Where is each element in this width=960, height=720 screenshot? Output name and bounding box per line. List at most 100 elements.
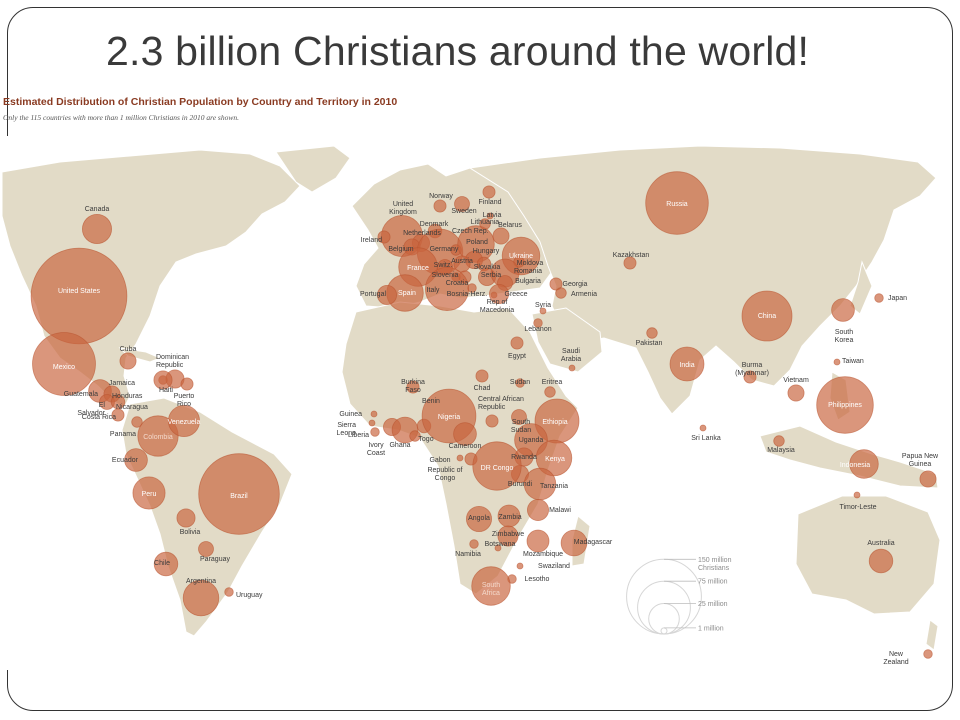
bubble-liberia (370, 427, 380, 437)
bubble-uruguay (224, 587, 234, 597)
label-burkina-faso: Burkina Faso (401, 379, 425, 394)
label-bolivia: Bolivia (180, 529, 201, 536)
label-namibia: Namibia (455, 551, 481, 558)
map-header: Estimated Distribution of Christian Popu… (3, 96, 397, 122)
label-dr-congo: DR Congo (481, 465, 514, 472)
label-ivory-coast: Ivory Coast (367, 442, 385, 457)
label-republic-of-congo: Republic of Congo (427, 467, 462, 482)
label-peru: Peru (142, 491, 157, 498)
label-costa-rica: Costa Rica (82, 414, 116, 421)
label-lesotho: Lesotho (525, 576, 550, 583)
label-kenya: Kenya (545, 456, 565, 463)
bubble-indonesia (849, 449, 879, 479)
bubble-layer (30, 171, 937, 659)
label-mexico: Mexico (53, 364, 75, 371)
bubble-south-sudan (511, 409, 527, 425)
label-timor-leste: Timor-Leste (839, 504, 876, 511)
label-egypt: Egypt (508, 353, 526, 360)
label-sri-lanka: Sri Lanka (691, 435, 721, 442)
bubble-mexico (32, 332, 96, 396)
bubble-norway (433, 199, 447, 213)
label-chile: Chile (154, 560, 170, 567)
label-malawi: Malawi (549, 507, 571, 514)
label-puerto-rico: Puerto Rico (174, 393, 195, 408)
bubble-sudan (515, 378, 525, 388)
label-burundi: Burundi (508, 481, 533, 488)
label-central-african-republic: Central African Republic (478, 396, 524, 411)
bubble-saudi-arabia (568, 364, 576, 372)
label-nicaragua: Nicaragua (116, 404, 148, 411)
bubble-zimbabwe (497, 525, 519, 547)
label-argentina: Argentina (186, 578, 216, 585)
bubble-puerto-rico (180, 377, 194, 391)
label-armenia: Armenia (571, 291, 597, 298)
bubble-haiti (153, 370, 173, 390)
label-papua-new-guinea: Papua New Guinea (902, 453, 939, 468)
bubble-namibia (469, 539, 479, 549)
land-japan (849, 260, 873, 315)
world-map-svg: Canada United States Mexico Cuba Dominican Re… (1, 145, 941, 666)
label-vietnam: Vietnam (783, 377, 809, 384)
label-denmark: Denmark (420, 221, 449, 228)
label-spain: Spain (398, 290, 416, 297)
label-switz: Switz. (434, 262, 453, 269)
bubble-japan (874, 293, 884, 303)
legend-circle-3 (660, 627, 668, 635)
label-rwanda: Rwanda (511, 454, 537, 461)
bubble-angola (465, 505, 492, 532)
label-honduras: Honduras (112, 393, 143, 400)
legend-label-0: 150 million Christians (698, 557, 732, 572)
map-title: Estimated Distribution of Christian Popu… (3, 96, 398, 108)
label-georgia: Georgia (563, 281, 588, 288)
bubble-kazakhstan (623, 256, 637, 270)
bubble-united-states (30, 247, 128, 345)
bubble-costa-rica (111, 408, 125, 422)
label-rep-of-macedonia: Rep of Macedonia (480, 299, 514, 314)
land-australia (795, 495, 941, 615)
label-colombia: Colombia (143, 434, 173, 441)
bubble-china (741, 290, 793, 342)
label-syria: Syria (535, 302, 551, 309)
label-finland: Finland (479, 199, 502, 206)
bubble-swaziland (516, 562, 524, 570)
bubble-egypt (510, 336, 524, 350)
label-japan: Japan (888, 295, 907, 302)
bubble-australia (868, 548, 894, 574)
label-eritrea: Eritrea (542, 379, 563, 386)
map-subtitle: Only the 115 countries with more than 1 … (3, 113, 239, 122)
legend-label-2: 25 million (698, 601, 728, 608)
label-swaziland: Swaziland (538, 563, 570, 570)
label-ukraine: Ukraine (509, 253, 533, 260)
bubble-taiwan (833, 358, 841, 366)
legend-circle-2 (648, 603, 680, 635)
bubble-sweden (454, 196, 470, 212)
bubble-botswana (494, 544, 502, 552)
label-panama: Panama (110, 431, 136, 438)
slide-title: 2.3 billion Christians around the world! (106, 28, 810, 74)
bubble-lebanon (533, 318, 543, 328)
bubble-armenia (555, 287, 567, 299)
label-jamaica: Jamaica (109, 380, 135, 387)
label-ecuador: Ecuador (112, 457, 139, 464)
label-latvia: Latvia (483, 212, 502, 219)
label-zimbabwe: Zimbabwe (492, 531, 524, 538)
label-belgium: Belgium (388, 246, 413, 253)
size-legend: 150 million Christians 75 million 25 millio… (626, 557, 732, 635)
label-hungary: Hungary (473, 248, 500, 255)
bubble-burma-myanmar (743, 370, 757, 384)
bubble-burkina-faso (406, 380, 420, 394)
label-gabon: Gabon (429, 457, 450, 464)
label-paraguay: Paraguay (200, 556, 230, 563)
label-south-africa: South Africa (482, 582, 500, 597)
bubble-ecuador (124, 448, 148, 472)
label-lithuania: Lithuania (471, 219, 500, 226)
label-norway: Norway (429, 193, 453, 200)
label-dominican-republic: Dominican Republic (156, 354, 189, 369)
label-united-kingdom: United Kingdom (389, 201, 417, 216)
land-greenland (275, 145, 351, 193)
bubble-mozambique (526, 529, 550, 553)
label-guinea: Guinea (339, 411, 362, 418)
label-cameroon: Cameroon (449, 443, 482, 450)
label-czech-rep: Czech Rep. (452, 228, 489, 235)
label-croatia: Croatia (446, 280, 469, 287)
